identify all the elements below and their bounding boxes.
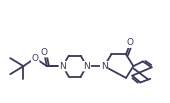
Text: O: O bbox=[127, 38, 134, 47]
Text: N: N bbox=[59, 62, 66, 71]
Text: N: N bbox=[83, 62, 90, 71]
Text: N: N bbox=[101, 62, 107, 71]
Text: O: O bbox=[32, 54, 39, 63]
Text: O: O bbox=[40, 48, 47, 57]
